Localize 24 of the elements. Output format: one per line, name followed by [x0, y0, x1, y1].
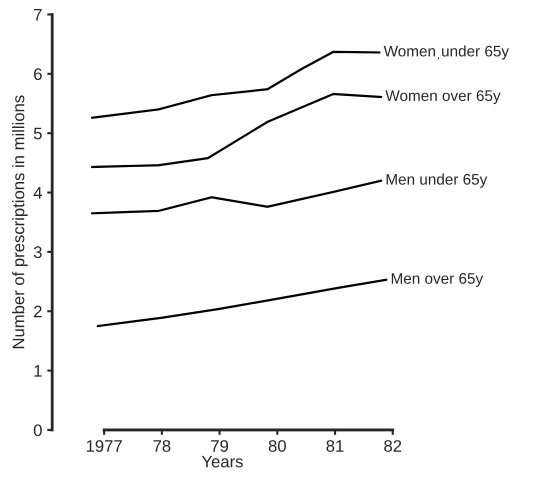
x-tick-label: 80: [268, 440, 286, 452]
x-tick-label: 81: [326, 440, 344, 452]
series-label: Womenˌunder 65y: [384, 45, 510, 60]
series-label: Men over 65y: [392, 273, 484, 287]
line-series: [90, 92, 382, 168]
y-tick-label: 6: [34, 68, 42, 80]
x-tick-label: 78: [153, 440, 170, 452]
x-tick-label: 82: [384, 440, 402, 452]
x-tick-label: 79: [211, 440, 228, 452]
line-series: [90, 50, 381, 119]
line-series: [90, 180, 382, 214]
y-tick-label: 1: [34, 365, 42, 377]
y-tick-label: 7: [34, 9, 42, 20]
x-tick-label: 1977: [86, 440, 122, 452]
line-series: [96, 278, 388, 328]
y-tick-label: 0: [34, 424, 42, 436]
y-axis-title: Number of prescriptions in millions: [12, 95, 28, 348]
series-label: Men under 65y: [386, 174, 488, 188]
series-label: Women over 65y: [385, 90, 501, 104]
y-tick-label: 2: [34, 306, 42, 318]
y-tick-label: 5: [34, 128, 42, 140]
y-tick-label: 4: [34, 187, 42, 199]
x-axis-title: Years: [202, 456, 243, 468]
y-tick-label: 3: [34, 246, 42, 258]
